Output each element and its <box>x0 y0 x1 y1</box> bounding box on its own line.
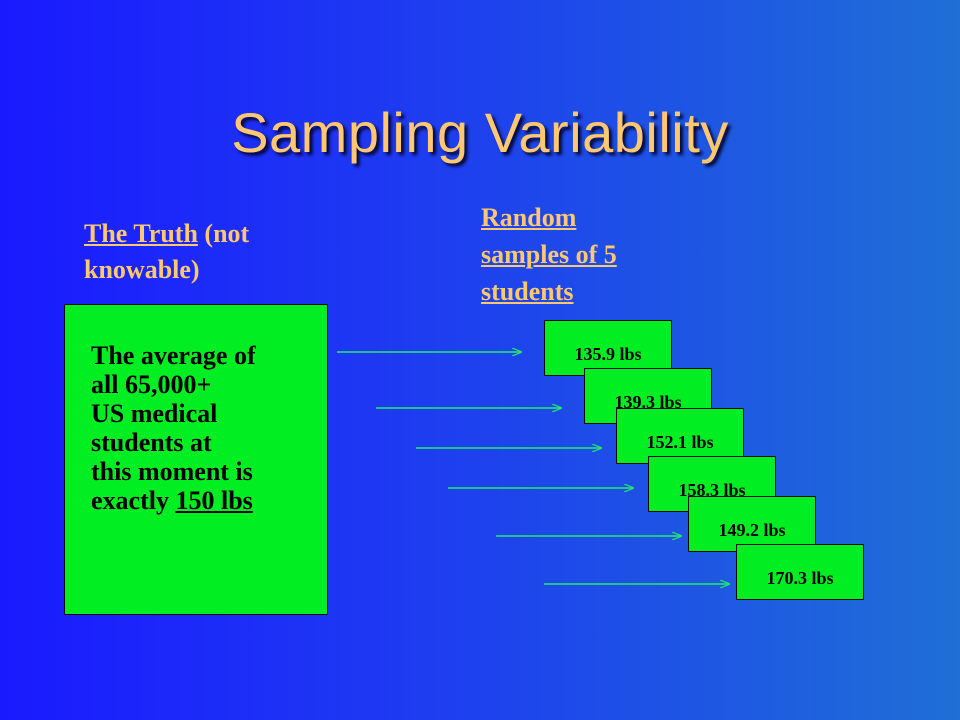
slide-title: Sampling Variability <box>231 101 729 164</box>
truth-text: The average of all 65,000+ US medical st… <box>91 341 325 515</box>
truth-value: 150 lbs <box>175 486 253 515</box>
truth-heading: The Truth (not knowable) <box>84 216 324 288</box>
truth-line-5: this moment is <box>91 457 253 486</box>
samples-heading-line-1: Random <box>481 203 577 232</box>
samples-heading-line-2: samples of 5 <box>481 240 617 269</box>
truth-heading-underlined: The Truth <box>84 219 198 248</box>
truth-heading-rest-1: (not <box>197 219 250 248</box>
truth-heading-rest-2: knowable) <box>84 255 200 284</box>
truth-line-1: The average of <box>91 341 256 370</box>
sample-box-5: 149.2 lbs <box>688 496 816 552</box>
samples-heading-line-3: students <box>481 277 574 306</box>
sample-box-6: 170.3 lbs <box>736 544 864 600</box>
truth-line-4: students at <box>91 428 212 457</box>
truth-line-2: all 65,000+ <box>91 370 212 399</box>
truth-line-3: US medical <box>91 399 218 428</box>
truth-box: The average of all 65,000+ US medical st… <box>64 304 328 615</box>
truth-line-6: exactly 150 lbs <box>91 486 325 515</box>
samples-heading: Random samples of 5 students <box>481 199 681 310</box>
truth-line-6-prefix: exactly <box>91 486 176 515</box>
